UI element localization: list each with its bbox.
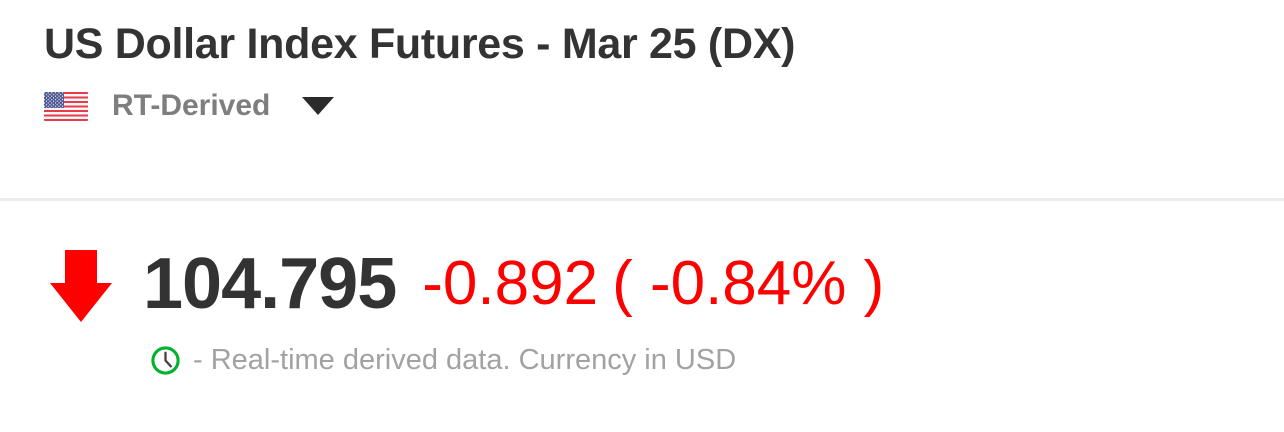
- quote-body: 104.795 -0.892( -0.84% ) - Real-time der…: [0, 246, 1284, 377]
- arrow-down-icon: [50, 250, 112, 322]
- chevron-down-icon[interactable]: [302, 97, 335, 116]
- data-status-text: - Real-time derived data. Currency in US…: [193, 344, 737, 376]
- change-percent: ( -0.84% ): [612, 249, 885, 318]
- last-price: 104.795: [143, 244, 397, 324]
- exchange-label: RT-Derived: [112, 89, 271, 123]
- page-title: US Dollar Index Futures - Mar 25 (DX): [44, 20, 796, 68]
- exchange-selector[interactable]: RT-Derived: [44, 89, 1284, 123]
- data-status-row: - Real-time derived data. Currency in US…: [0, 344, 1284, 377]
- clock-icon: [150, 345, 181, 376]
- instrument-header: US Dollar Index Futures - Mar 25 (DX) RT…: [0, 0, 1284, 123]
- us-flag-icon: [44, 91, 88, 121]
- price-row: 104.795 -0.892( -0.84% ): [0, 246, 1284, 322]
- header-divider: [0, 198, 1284, 201]
- price-change-group: -0.892( -0.84% ): [422, 253, 884, 315]
- change-absolute: -0.892: [422, 249, 599, 318]
